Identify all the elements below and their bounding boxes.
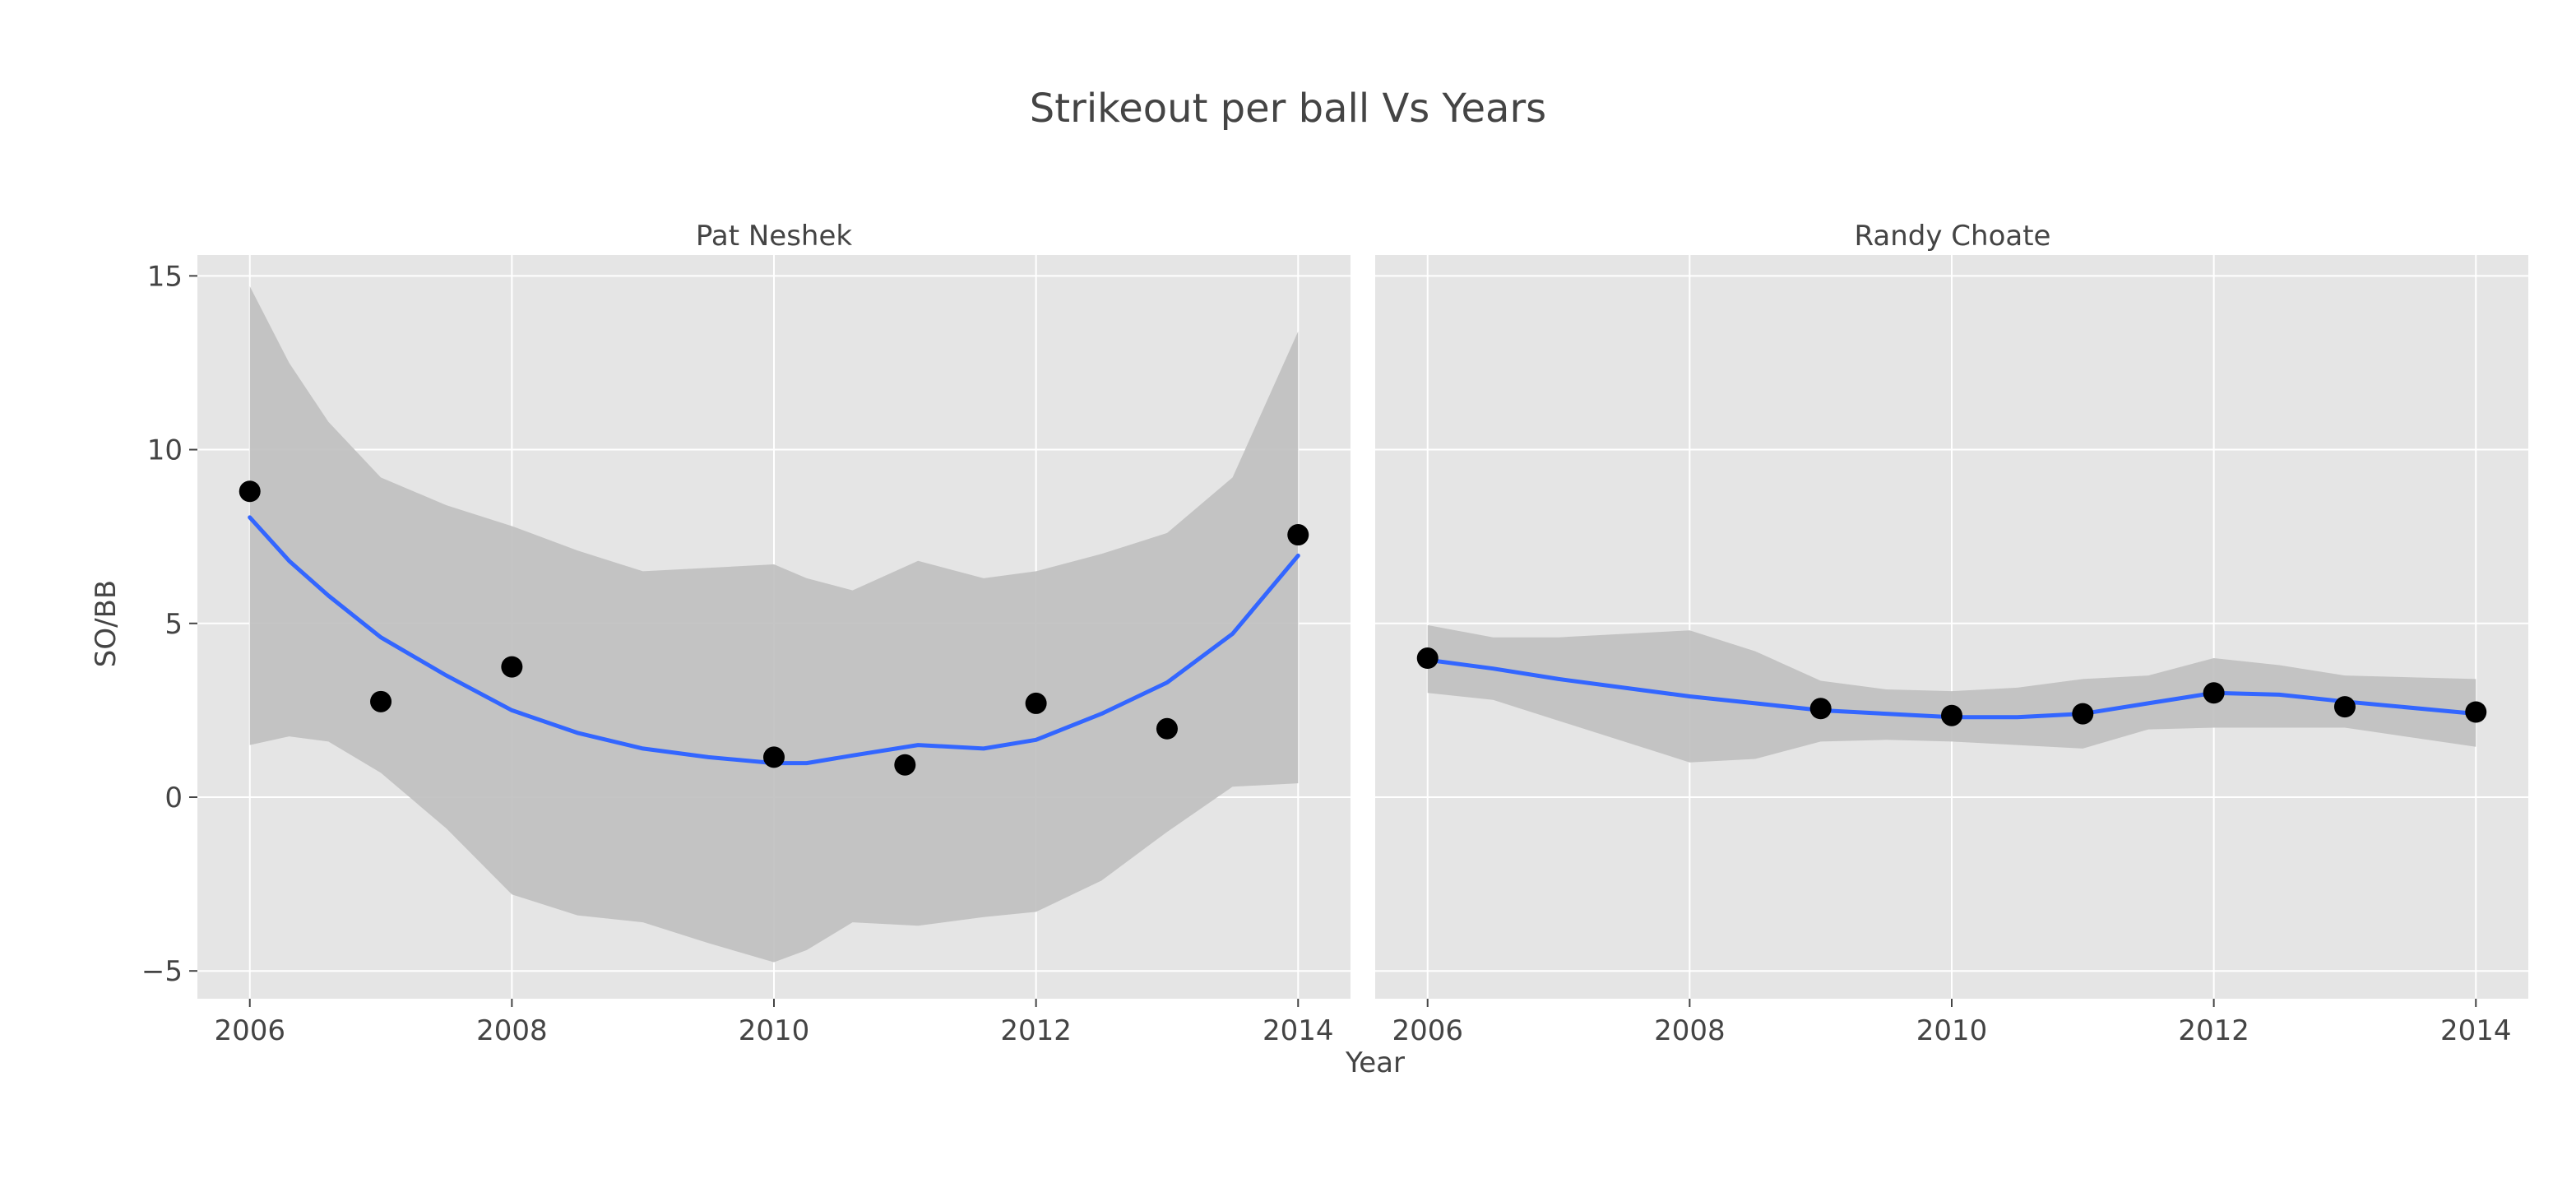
x-tick-label: 2012 (2178, 1014, 2249, 1047)
y-tick-label: −5 (141, 955, 183, 988)
x-tick-label: 2014 (1263, 1014, 1334, 1047)
x-tick-label: 2012 (1000, 1014, 1072, 1047)
y-tick-label: 10 (147, 434, 183, 467)
data-point (1156, 717, 1178, 740)
data-point (763, 746, 785, 768)
data-point (2333, 696, 2356, 718)
data-point (1809, 698, 1832, 720)
data-point (2072, 703, 2094, 725)
panel-pat-neshek: 2006 2008 2010 2012 2014 −5 0 5 10 15 (141, 255, 1351, 1047)
x-tick-label: 2006 (1392, 1014, 1463, 1047)
panel-randy-choate: 2006 2008 2010 2012 2014 (1375, 255, 2528, 1047)
data-point (2203, 682, 2225, 704)
y-axis-title: SO/BB (90, 580, 123, 667)
x-tick-label: 2014 (2440, 1014, 2512, 1047)
x-tick-label: 2006 (214, 1014, 285, 1047)
data-point (1416, 647, 1439, 670)
data-point (1025, 692, 1047, 714)
data-point (894, 754, 916, 776)
panel-title-pat-neshek: Pat Neshek (696, 220, 852, 253)
data-point (1287, 524, 1309, 546)
x-tick-label: 2008 (1654, 1014, 1726, 1047)
y-tick-label: 0 (164, 782, 183, 814)
chart-title: Strikeout per ball Vs Years (1030, 86, 1546, 132)
confidence-band (1427, 624, 2476, 763)
x-tick-label: 2010 (1916, 1014, 1988, 1047)
data-point (239, 480, 261, 503)
data-point (370, 690, 392, 712)
data-point (2465, 701, 2487, 723)
data-point (501, 656, 523, 678)
panel-title-randy-choate: Randy Choate (1855, 220, 2051, 253)
data-point (1941, 704, 1962, 726)
y-tick-label: 15 (147, 260, 183, 293)
x-tick-label: 2008 (476, 1014, 548, 1047)
y-tick-label: 5 (164, 608, 183, 641)
x-axis-title: Year (1345, 1046, 1405, 1079)
confidence-band (249, 286, 1299, 963)
plot-layer: 2006 2008 2010 2012 2014 −5 0 5 10 15 2006 2008 2010… (141, 255, 2528, 1047)
x-tick-label: 2010 (739, 1014, 810, 1047)
